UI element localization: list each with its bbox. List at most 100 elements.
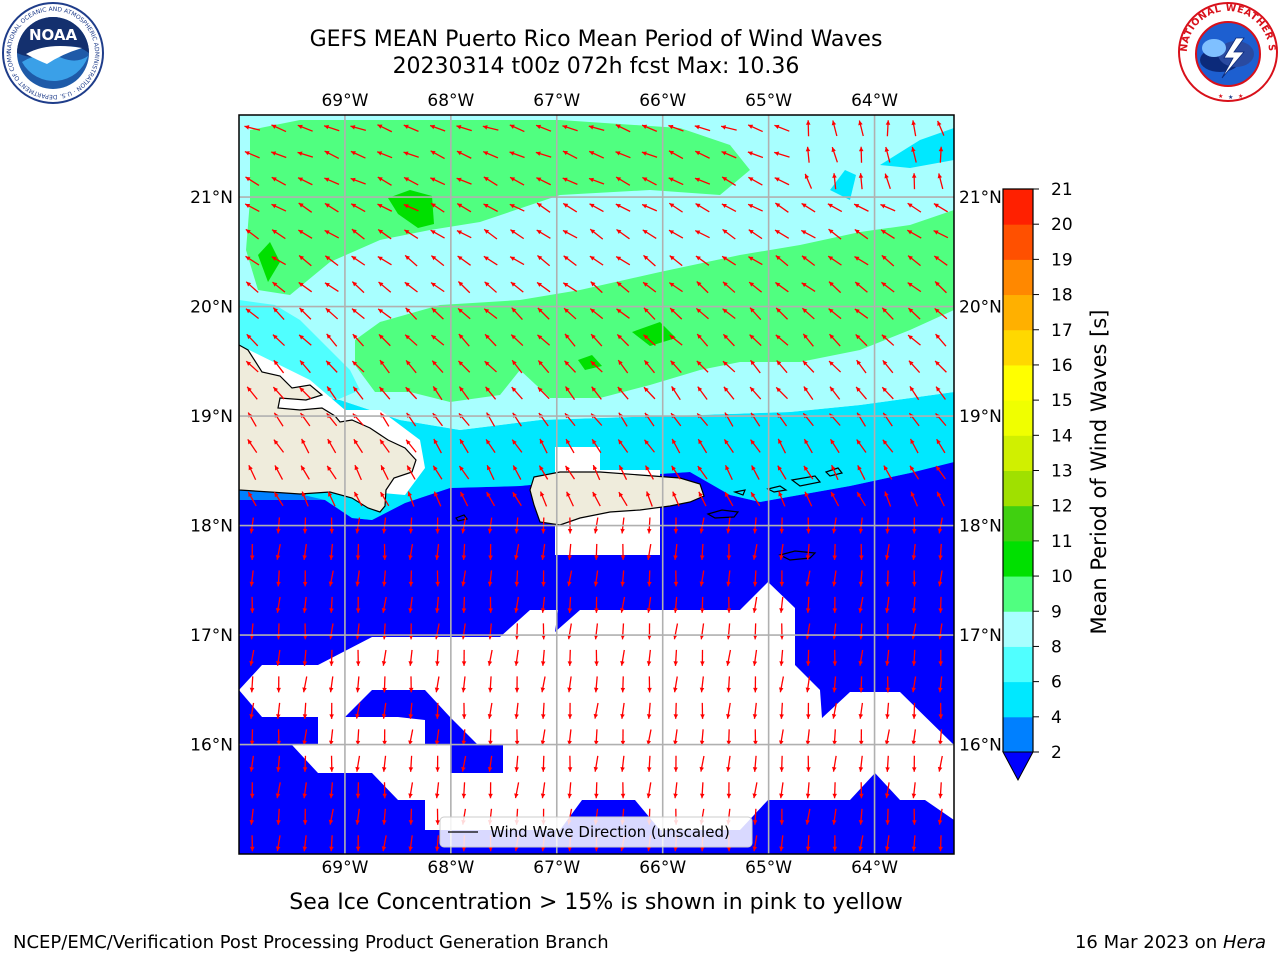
wave-direction-arrow xyxy=(752,702,758,719)
colorbar-segment xyxy=(1003,716,1033,753)
wave-direction-arrow xyxy=(276,755,281,772)
wave-direction-arrow xyxy=(249,808,255,825)
wave-direction-arrow xyxy=(726,543,732,560)
wave-direction-arrow xyxy=(404,281,418,293)
wave-direction-arrow xyxy=(408,623,414,640)
wave-direction-arrow xyxy=(246,386,258,400)
wave-direction-arrow xyxy=(431,360,444,373)
wave-direction-arrow xyxy=(615,176,631,186)
wave-direction-arrow xyxy=(328,676,334,693)
wave-direction-arrow xyxy=(299,386,312,400)
colorbar-segment xyxy=(1003,681,1033,718)
wave-direction-arrow xyxy=(456,203,472,213)
wave-direction-arrow xyxy=(750,359,761,374)
wave-direction-arrow xyxy=(747,151,764,159)
wave-direction-arrow xyxy=(379,491,390,507)
colorbar-segment xyxy=(1003,294,1033,331)
wave-direction-arrow xyxy=(592,491,601,507)
wave-direction-arrow xyxy=(911,596,917,613)
wave-direction-arrow xyxy=(353,491,363,507)
wave-direction-arrow xyxy=(726,570,731,587)
wave-direction-arrow xyxy=(541,570,546,587)
wave-direction-arrow xyxy=(620,702,625,719)
wave-direction-arrow xyxy=(779,596,784,613)
wave-direction-arrow xyxy=(750,439,761,453)
wave-direction-arrow xyxy=(615,255,631,266)
wave-direction-arrow xyxy=(250,835,255,852)
wave-direction-arrow xyxy=(297,177,313,186)
vieques-island xyxy=(706,509,740,519)
wave-direction-arrow xyxy=(430,150,445,160)
wave-direction-arrow xyxy=(671,385,681,401)
wave-direction-arrow xyxy=(594,543,599,560)
wave-direction-arrow xyxy=(355,755,361,772)
map-title: GEFS MEAN Puerto Rico Mean Period of Win… xyxy=(309,27,883,52)
wave-direction-arrow xyxy=(805,543,811,560)
wave-direction-arrow xyxy=(536,229,551,239)
wave-direction-arrow xyxy=(906,229,922,239)
wave-direction-arrow xyxy=(720,125,737,131)
svg-text:★: ★ xyxy=(1228,94,1233,101)
wave-direction-arrow xyxy=(408,808,414,825)
wave-direction-arrow xyxy=(514,676,520,693)
wave-direction-arrow xyxy=(907,202,922,213)
wave-direction-arrow xyxy=(884,543,890,560)
wave-direction-arrow xyxy=(911,676,917,693)
wave-direction-arrow xyxy=(832,755,837,772)
wave-direction-arrow xyxy=(244,203,260,212)
wave-direction-arrow xyxy=(405,359,417,374)
wave-direction-arrow xyxy=(673,596,678,613)
wave-direction-arrow xyxy=(514,755,520,772)
wave-direction-arrow xyxy=(355,782,361,799)
colorbar-segment xyxy=(1003,505,1033,542)
virgin-islands xyxy=(766,485,788,493)
wave-direction-arrow xyxy=(329,835,334,852)
wave-direction-arrow xyxy=(536,255,551,267)
wave-direction-arrow xyxy=(382,543,387,560)
wave-direction-arrow xyxy=(699,782,705,799)
wave-direction-arrow xyxy=(435,808,440,825)
wave-direction-arrow xyxy=(509,124,525,133)
wave-direction-arrow xyxy=(593,676,599,693)
wave-direction-arrow xyxy=(854,228,869,240)
wave-direction-arrow xyxy=(273,491,284,507)
footer-branch: NCEP/EMC/Verification Post Processing Pr… xyxy=(13,932,609,953)
colorbar-tick-label: 16 xyxy=(1051,356,1073,376)
wave-direction-arrow xyxy=(510,281,524,293)
wave-direction-arrow xyxy=(536,202,551,213)
wave-direction-arrow xyxy=(668,124,684,132)
wave-direction-arrow xyxy=(377,255,392,266)
wave-direction-arrow xyxy=(302,755,308,772)
wave-direction-arrow xyxy=(752,570,758,587)
wave-direction-arrow xyxy=(250,596,255,613)
wave-direction-arrow xyxy=(488,623,493,640)
wave-direction-arrow xyxy=(403,124,419,132)
wave-direction-arrow xyxy=(536,177,552,186)
wave-direction-arrow xyxy=(695,203,710,213)
wave-direction-arrow xyxy=(828,308,842,320)
wave-direction-arrow xyxy=(748,229,763,240)
colorbar-segment xyxy=(1003,470,1033,507)
colorbar-tick-label: 11 xyxy=(1051,532,1073,552)
wave-direction-arrow xyxy=(328,570,334,587)
wave-direction-arrow xyxy=(911,729,917,746)
wave-direction-arrow xyxy=(589,228,604,240)
wave-direction-arrow xyxy=(829,438,840,454)
wave-direction-arrow xyxy=(272,386,285,400)
lat-labels-right: 21°N 20°N 19°N 18°N 17°N 16°N xyxy=(959,188,1002,755)
wave-direction-arrow xyxy=(938,146,944,163)
wave-direction-arrow xyxy=(885,623,891,640)
wave-direction-arrow xyxy=(936,491,945,507)
wave-direction-arrow xyxy=(620,755,625,772)
wave-direction-arrow xyxy=(615,151,631,159)
wave-direction-arrow xyxy=(911,543,917,560)
wave-direction-arrow xyxy=(514,596,520,613)
wave-direction-arrow xyxy=(434,543,440,560)
wave-direction-arrow xyxy=(643,307,656,320)
wave-direction-arrow xyxy=(325,360,338,373)
wave-direction-arrow xyxy=(567,755,573,772)
wave-direction-arrow xyxy=(908,307,921,320)
wave-direction-arrow xyxy=(245,360,259,373)
wave-direction-arrow xyxy=(858,623,864,640)
wave-direction-arrow xyxy=(434,676,440,693)
